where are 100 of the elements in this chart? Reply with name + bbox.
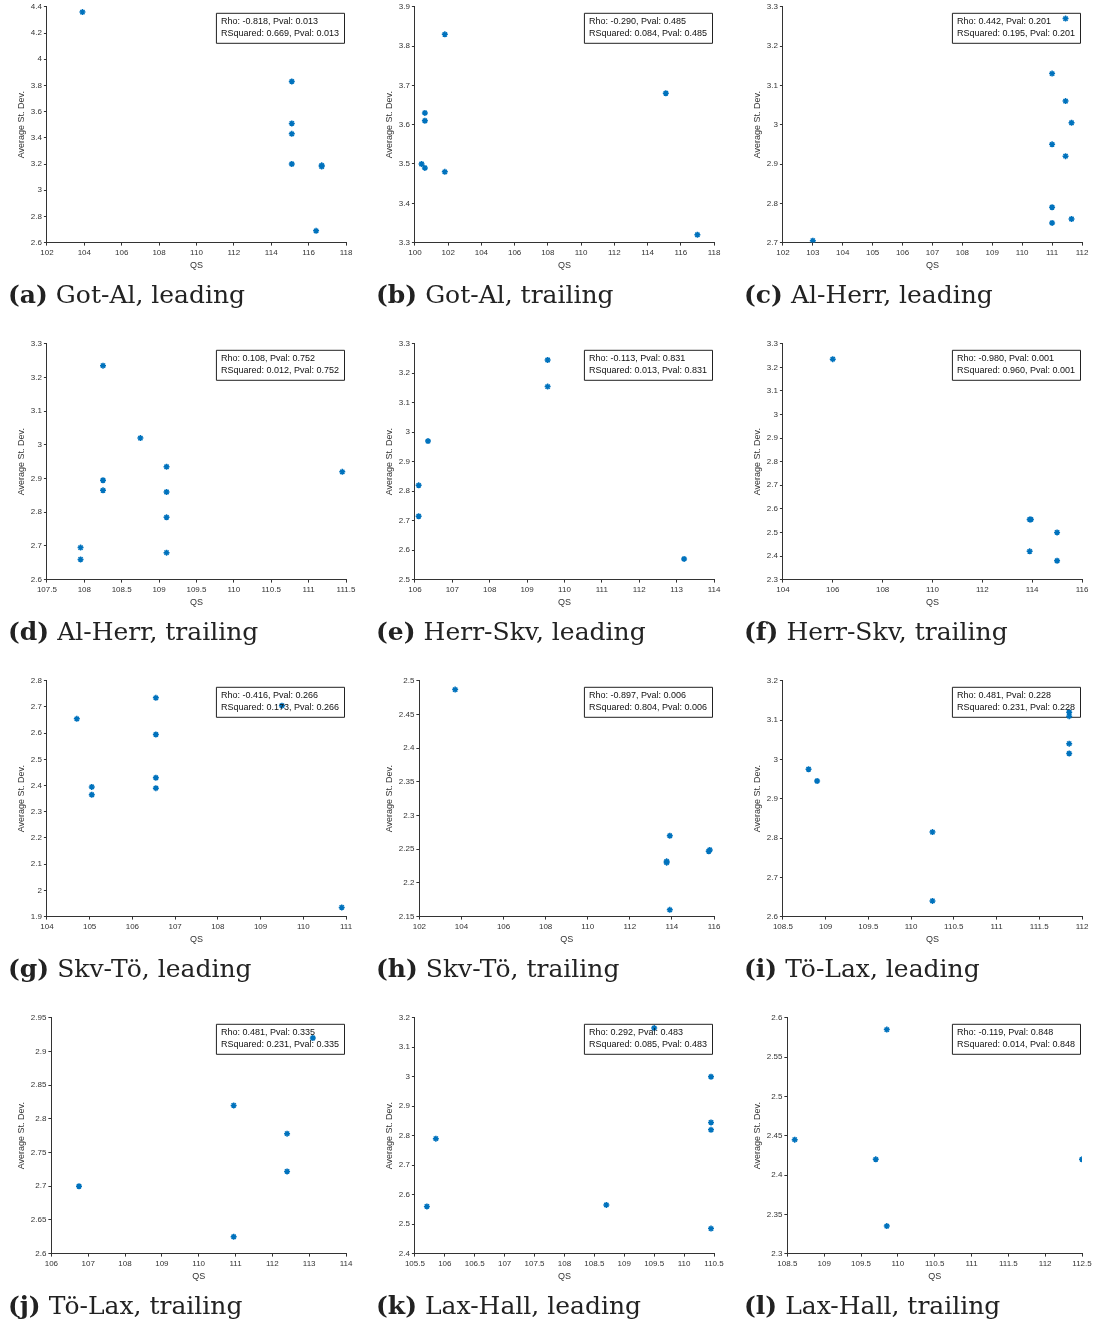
x-tick-label: 105 [865, 247, 880, 257]
x-tick-label: 104 [474, 247, 489, 257]
x-tick-label: 112.5 [1072, 1258, 1093, 1268]
y-tick-label: 3.1 [398, 397, 411, 407]
x-tick-label: 112 [265, 1258, 280, 1268]
x-tick-label: 116 [302, 247, 316, 257]
y-tick-label: 2.4 [771, 1170, 783, 1180]
annotation: Rho: -0.897, Pval: 0.006 [588, 690, 686, 701]
x-axis-title: QS [189, 934, 203, 945]
y-tick-label: 2.5 [398, 574, 411, 584]
x-axis-title: QS [925, 260, 939, 271]
x-tick-label: 107 [925, 247, 940, 257]
y-tick-label: 2.1 [30, 859, 43, 869]
x-tick-label: 111.5 [1029, 921, 1050, 931]
x-tick-label: 109.5 [186, 584, 208, 594]
y-tick-label: 2.9 [398, 1101, 411, 1111]
y-tick-label: 2.5 [398, 1219, 411, 1229]
x-tick-label: 109 [817, 1258, 832, 1268]
y-axis-title: Average St. Dev. [15, 1102, 26, 1170]
x-tick-label: 110 [574, 247, 588, 257]
annotation: RSquared: 0.960, Pval: 0.001 [956, 365, 1076, 376]
y-tick-label: 2.75 [30, 1147, 47, 1157]
y-tick-label: 2.4 [403, 743, 415, 753]
x-axis-title: QS [557, 597, 571, 608]
x-tick-label: 112 [632, 584, 647, 594]
y-tick-label: 3 [773, 409, 779, 419]
x-tick-label: 108 [77, 584, 92, 594]
y-tick-label: 3.3 [398, 237, 411, 247]
text: (f) Herr-Skv, trailing [744, 617, 1009, 646]
x-tick-label: 108.5 [777, 1258, 798, 1268]
x-tick-label: 107 [445, 584, 460, 594]
text: (h) Skv-Tö, trailing [376, 954, 621, 983]
y-tick-label: 3.2 [766, 676, 779, 685]
y-tick-label: 2.8 [30, 211, 43, 221]
y-tick-label: 2.8 [766, 456, 779, 466]
y-tick-label: 2.9 [766, 433, 779, 443]
y-tick-label: 2.2 [30, 833, 43, 843]
annotation: RSquared: 0.669, Pval: 0.013 [220, 28, 340, 39]
x-tick-label: 107 [497, 1258, 512, 1268]
x-tick-label: 114 [339, 1258, 353, 1268]
x-tick-label: 106.5 [464, 1258, 486, 1268]
x-tick-label: 108 [211, 921, 226, 931]
y-tick-label: 2.8 [766, 198, 779, 208]
annotation: Rho: -0.119, Pval: 0.848 [956, 1027, 1054, 1038]
x-tick-label: 108.5 [772, 921, 794, 931]
x-tick-label: 116 [707, 921, 721, 931]
y-tick-label: 2.7 [30, 541, 43, 551]
y-tick-label: 2.7 [766, 237, 779, 247]
x-tick-label: 113 [670, 584, 684, 594]
x-tick-label: 109 [985, 247, 1000, 257]
annotation: RSquared: 0.173, Pval: 0.266 [220, 702, 340, 713]
x-tick-label: 110 [926, 584, 940, 594]
x-tick-label: 110 [1015, 247, 1030, 257]
y-axis-title: Average St. Dev. [751, 91, 762, 159]
x-tick-label: 114 [665, 921, 679, 931]
x-axis-title: QS [557, 1271, 571, 1282]
y-tick-label: 2.7 [398, 1160, 411, 1170]
x-tick-label: 111 [229, 1258, 243, 1268]
x-tick-label: 106 [895, 247, 910, 257]
y-axis-title: Average St. Dev. [383, 428, 394, 496]
y-tick-label: 2.6 [771, 1013, 783, 1022]
y-axis-title: Average St. Dev. [15, 765, 26, 833]
x-tick-label: 104 [776, 584, 791, 594]
text: (c) Al-Herr, leading [744, 280, 994, 309]
x-tick-label: 108 [118, 1258, 133, 1268]
x-tick-label: 104 [454, 921, 469, 931]
x-tick-label: 109 [152, 584, 167, 594]
y-tick-label: 2 [37, 885, 43, 895]
y-axis-title: Average St. Dev. [751, 428, 762, 496]
y-tick-label: 2.3 [30, 807, 43, 816]
y-tick-label: 2.3 [766, 574, 779, 584]
y-tick-label: 2.8 [30, 676, 43, 685]
y-tick-label: 2.2 [403, 878, 415, 888]
x-tick-label: 110 [190, 247, 204, 257]
y-tick-label: 2.6 [30, 574, 43, 584]
y-axis-title: Average St. Dev. [383, 765, 394, 833]
y-tick-label: 2.85 [30, 1080, 47, 1090]
y-tick-label: 2.7 [766, 872, 779, 882]
y-axis-title: Average St. Dev. [751, 765, 762, 833]
x-tick-label: 107 [81, 1258, 96, 1268]
y-axis-title: Average St. Dev. [15, 91, 26, 159]
text: (j) Tö-Lax, trailing [8, 1291, 244, 1320]
y-tick-label: 3 [37, 440, 43, 450]
y-tick-label: 2.8 [398, 486, 411, 496]
y-tick-label: 2.45 [766, 1130, 783, 1140]
x-tick-label: 111 [965, 1258, 979, 1268]
y-axis-title: Average St. Dev. [383, 1102, 394, 1170]
x-tick-label: 111.5 [998, 1258, 1019, 1268]
text: (e) Herr-Skv, leading [376, 617, 647, 646]
x-axis-title: QS [925, 934, 939, 945]
y-tick-label: 2.6 [35, 1248, 47, 1258]
y-tick-label: 3.3 [30, 339, 43, 348]
x-tick-label: 109 [155, 1258, 170, 1268]
y-tick-label: 2.25 [398, 844, 415, 854]
x-tick-label: 109 [520, 584, 535, 594]
x-tick-label: 106 [408, 584, 423, 594]
y-tick-label: 2.5 [30, 754, 43, 764]
x-tick-label: 112 [1038, 1258, 1053, 1268]
y-tick-label: 4 [37, 54, 43, 64]
x-tick-label: 103 [806, 247, 821, 257]
